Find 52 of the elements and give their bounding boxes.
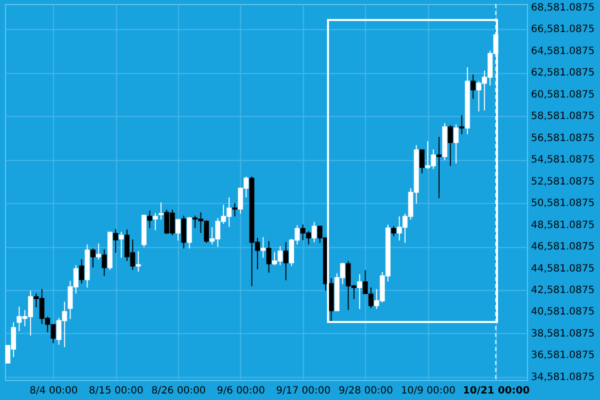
x-tick-label: 8/4 00:00 (30, 386, 78, 396)
candlestick (391, 226, 396, 237)
y-tick-label: 40,581.0875 (531, 306, 595, 318)
candlestick (260, 236, 266, 258)
candlestick (470, 74, 476, 100)
x-tick-label: 9/17 00:00 (276, 386, 331, 396)
candlestick (283, 242, 288, 281)
candlestick (420, 149, 425, 174)
y-tick-label: 50,581.0875 (531, 198, 595, 210)
candlestick (232, 202, 238, 217)
x-tick-label: 10/21 00:00 (462, 386, 530, 396)
y-tick-label: 64,581.0875 (531, 46, 595, 57)
x-tick-label: 10/9 00:00 (400, 386, 456, 396)
x-tick-label: 9/6 00:00 (216, 386, 266, 396)
x-tick-label: 8/15 00:00 (88, 386, 144, 396)
y-tick-label: 44,581.0875 (531, 263, 595, 274)
candlestick (147, 210, 152, 228)
y-tick-label: 56,581.0875 (531, 132, 595, 144)
candlestick (96, 242, 102, 260)
y-tick-label: 68,581.0875 (531, 2, 595, 14)
candlestick (204, 220, 209, 244)
candlestick (312, 221, 317, 243)
candlestick (113, 228, 118, 254)
candlestick (181, 215, 186, 249)
x-tick-label: 9/28 00:00 (338, 386, 394, 396)
y-tick-label: 54,581.0875 (531, 154, 595, 166)
y-tick-label: 36,581.0875 (531, 350, 595, 362)
candlestick (448, 124, 453, 166)
candlestick (152, 212, 158, 231)
candlestick (459, 114, 464, 135)
y-tick-label: 52,581.0875 (531, 176, 595, 188)
y-tick-label: 46,581.0875 (531, 242, 595, 253)
candlestick (136, 250, 141, 272)
y-tick-label: 60,581.0875 (531, 89, 595, 100)
candlestick (266, 240, 272, 274)
candlestick (357, 274, 362, 310)
y-tick-label: 34,581.0875 (531, 372, 595, 383)
candlestick (454, 124, 459, 164)
candlestick (90, 248, 96, 268)
candlestick (176, 219, 181, 241)
y-tick-label: 38,581.0875 (531, 328, 595, 340)
candlestick (79, 258, 84, 284)
candlestick (158, 202, 164, 220)
y-tick-label: 48,581.0875 (531, 220, 595, 231)
candlestick (436, 136, 442, 199)
y-tick-label: 66,581.0875 (531, 24, 595, 36)
candlestick (102, 248, 107, 276)
y-tick-label: 58,581.0875 (531, 111, 595, 122)
y-tick-label: 62,581.0875 (531, 68, 595, 79)
y-tick-label: 42,581.0875 (531, 285, 595, 296)
x-tick-label: 8/26 00:00 (151, 386, 206, 396)
candlestick (118, 231, 124, 258)
